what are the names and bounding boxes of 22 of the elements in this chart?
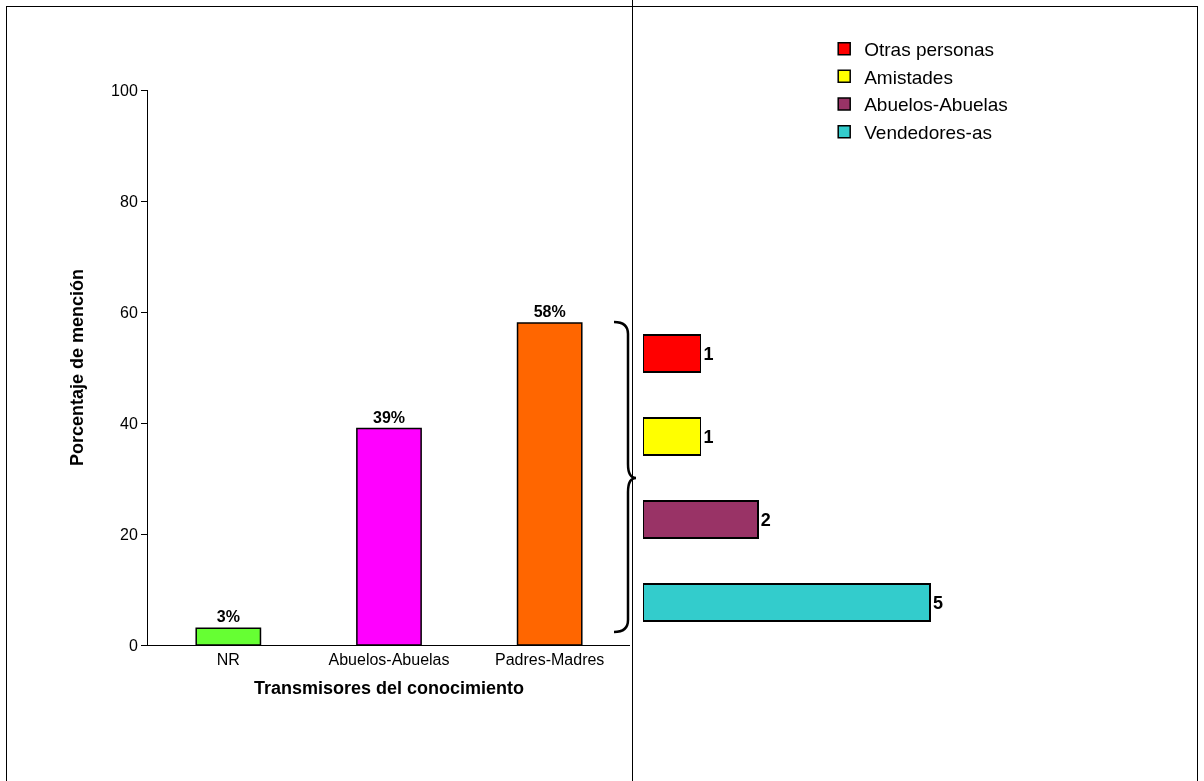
y-tick-label: 40 [120,414,138,432]
y-tick-label: 80 [120,192,138,210]
data-label: 39% [372,408,406,426]
x-axis-title: Transmisores del conocimiento [253,678,525,699]
y-tick-label: 20 [120,525,138,543]
y-tick-label: 0 [128,636,138,654]
data-label: 3% [216,608,240,626]
y-axis-title: Porcentaje de mención [67,268,88,467]
y-tick-label: 100 [111,81,138,99]
x-tick-label: Padres-Madres [494,651,605,669]
data-label: 58% [533,303,566,321]
data-label: 2 [760,509,771,530]
legend-label: Vendedores-as [864,122,993,144]
legend-label: Otras personas [864,39,995,61]
data-label: 5 [932,592,943,613]
y-tick-label: 60 [120,303,138,321]
x-tick-label: Abuelos-Abuelas [328,651,450,669]
legend-label: Abuelos-Abuelas [864,94,1008,116]
legend-label: Amistades [864,66,953,88]
data-label: 1 [703,426,714,447]
data-label: 1 [703,343,714,364]
x-tick-label: NR [216,651,240,669]
